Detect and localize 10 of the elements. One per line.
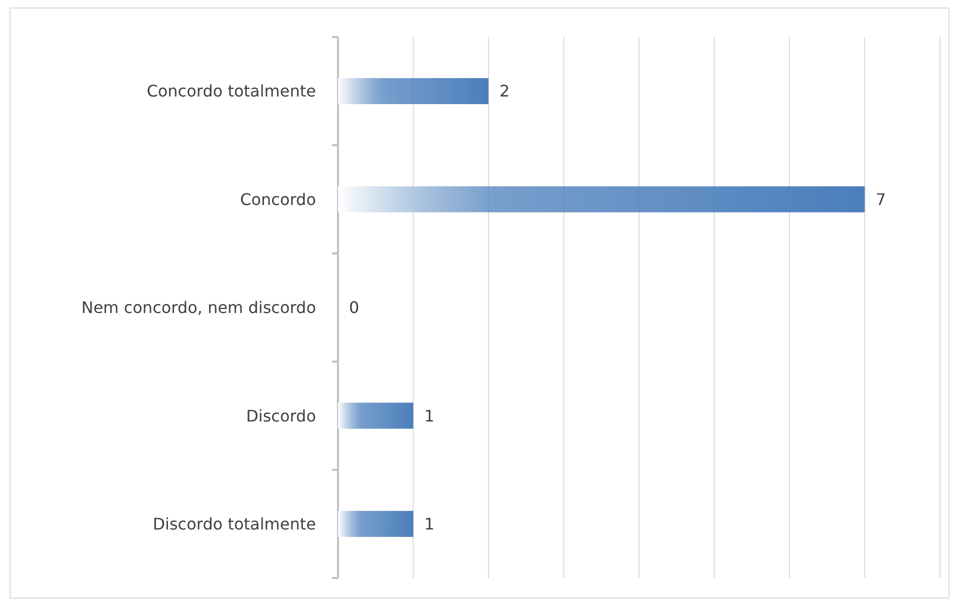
- data-label: 2: [500, 82, 510, 101]
- y-tick-label: Discordo totalmente: [152, 514, 316, 534]
- y-tick-label: Concordo: [240, 190, 316, 209]
- data-label: 1: [424, 514, 434, 534]
- data-label: 0: [349, 298, 360, 318]
- y-tick-label: Discordo: [246, 406, 316, 426]
- y-tick-label: Nem concordo, nem discordo: [81, 298, 316, 318]
- data-label: 1: [424, 406, 434, 426]
- y-tick-label: Concordo totalmente: [146, 82, 316, 101]
- data-label: 7: [876, 190, 886, 209]
